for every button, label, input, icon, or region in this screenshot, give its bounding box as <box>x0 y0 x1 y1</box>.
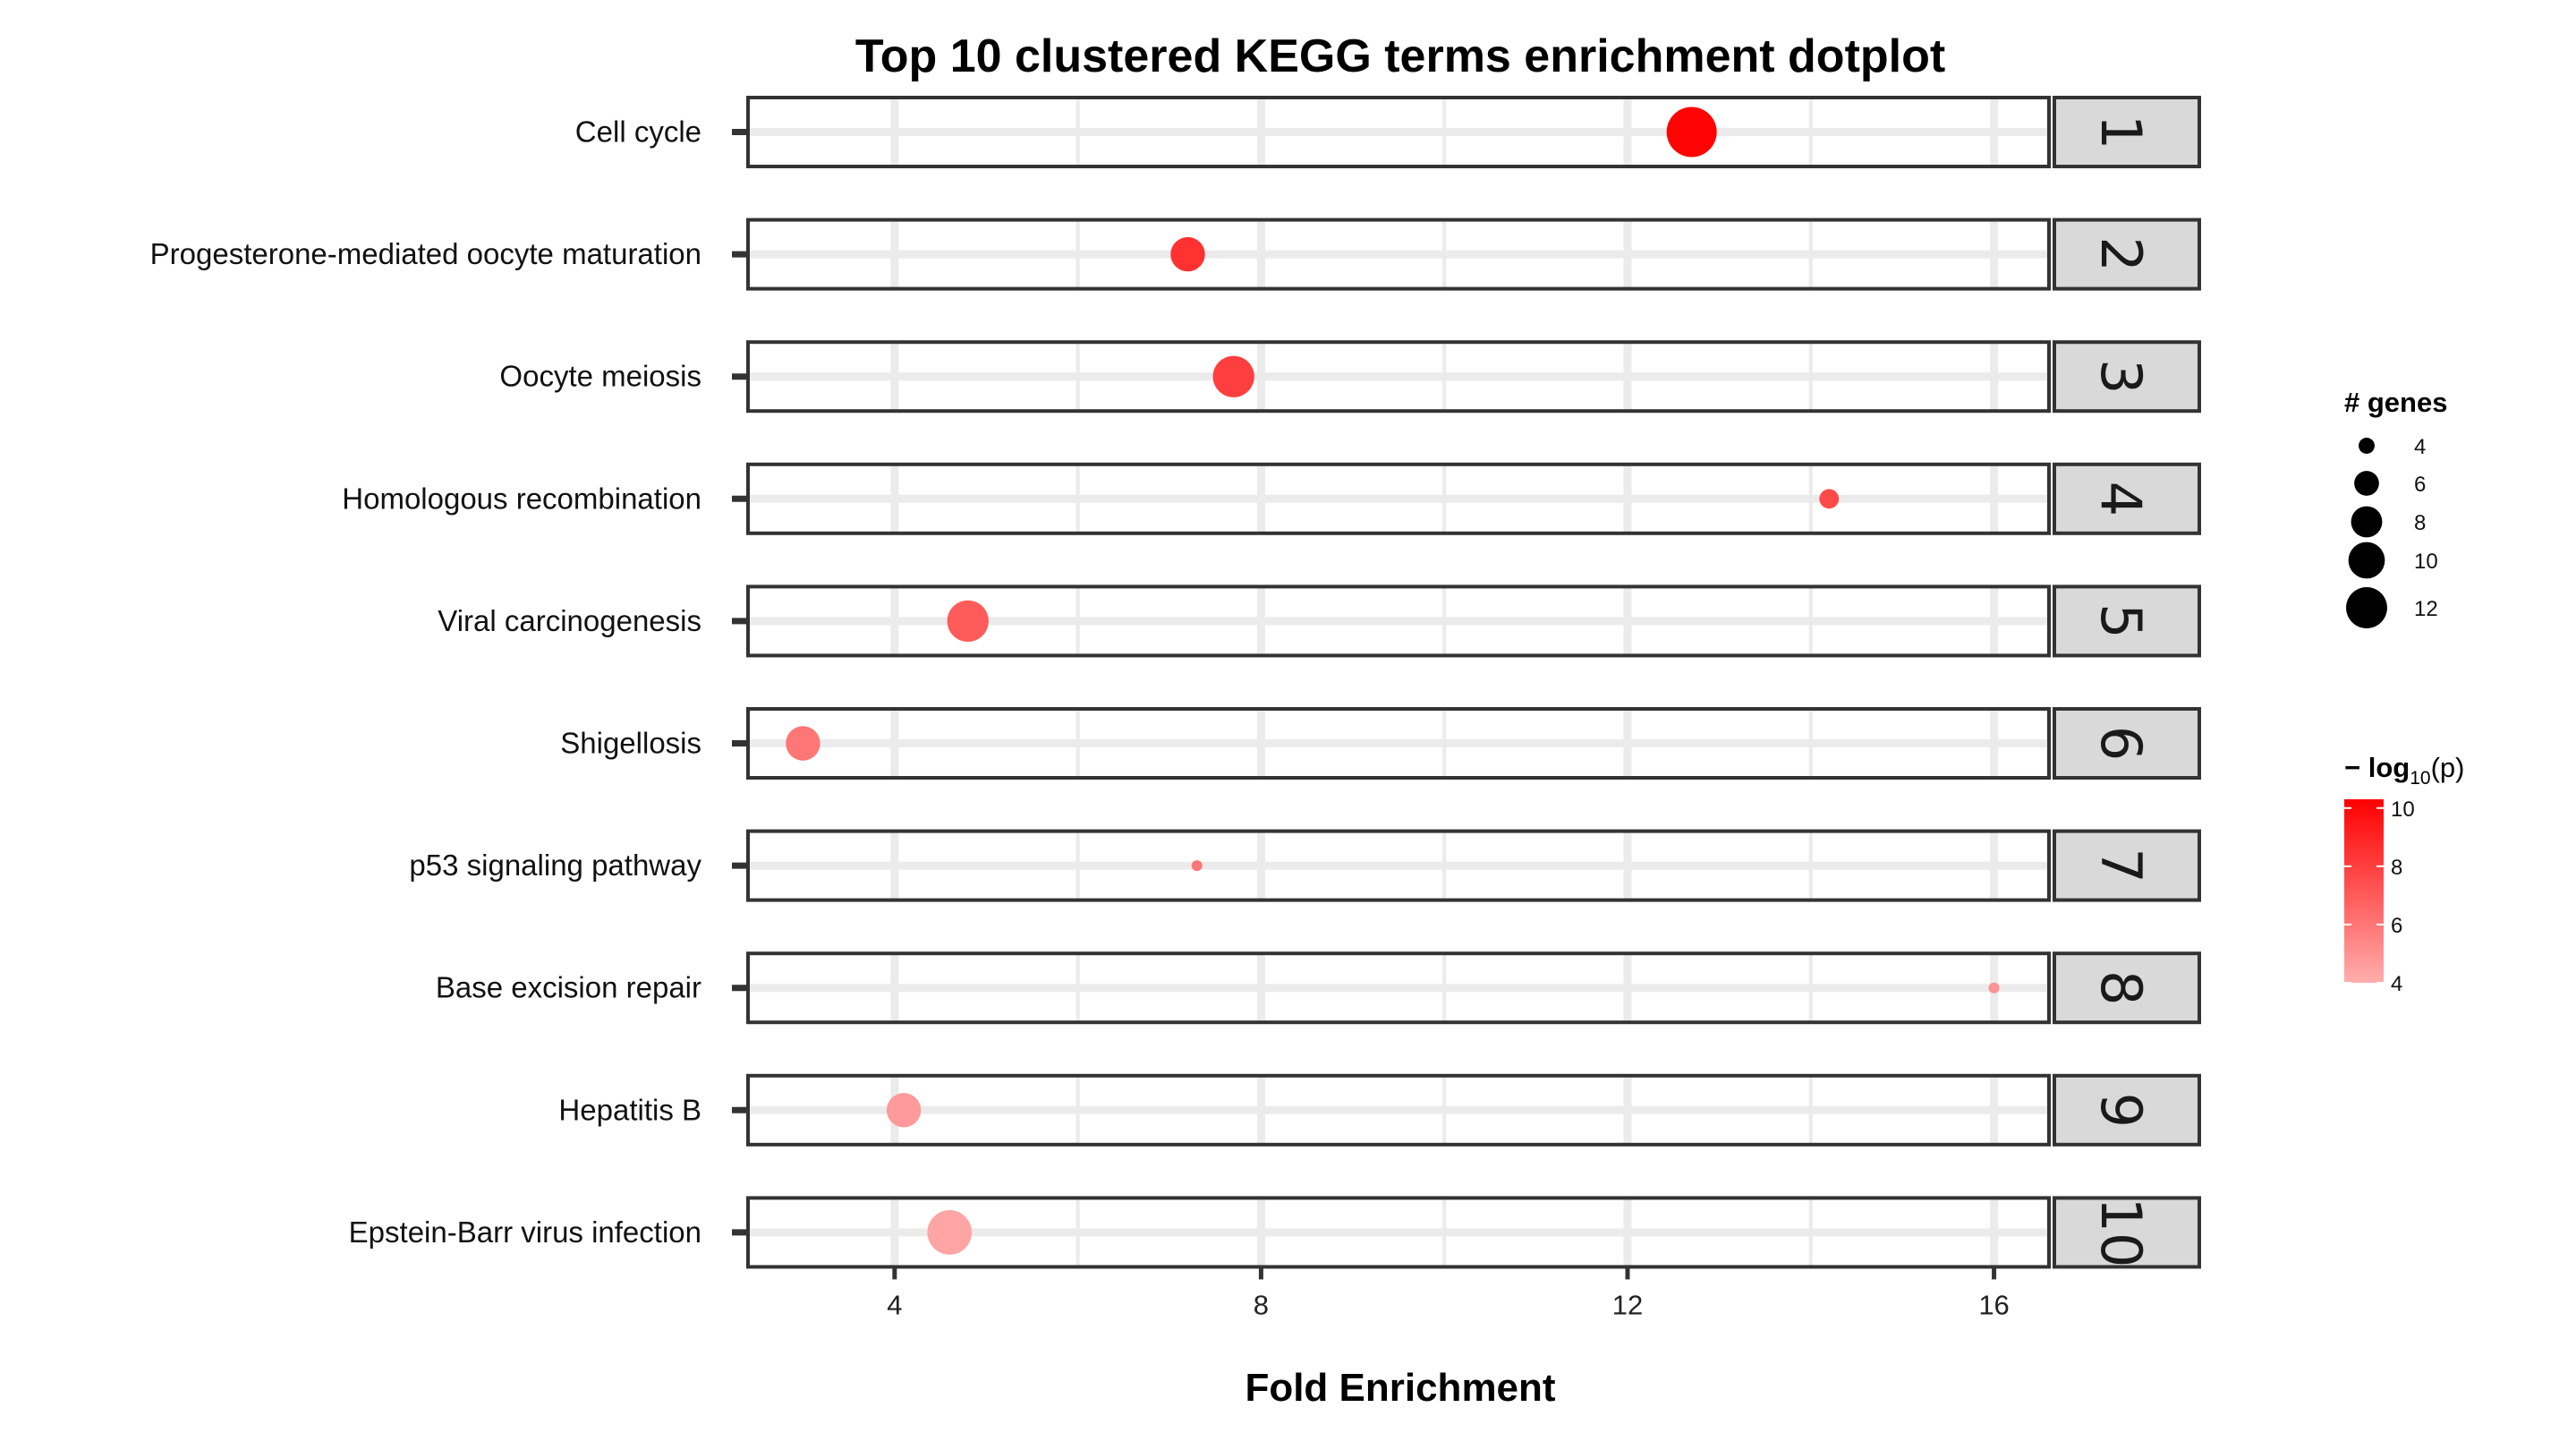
color-legend-title-subscript: 10 <box>2410 768 2430 789</box>
facet-strip <box>2053 707 2201 780</box>
color-legend-label: 6 <box>2391 914 2402 938</box>
facet-strip <box>2053 1073 2201 1147</box>
facet-strip-label: 4 <box>2088 482 2154 516</box>
facet-panel: Homologous recombination 4 <box>342 462 2201 535</box>
panel-border <box>746 340 2051 414</box>
panel-border <box>746 584 2051 658</box>
y-tick-label: Epstein-Barr virus infection <box>349 1215 701 1249</box>
facet-panel: Progesterone-mediated oocyte maturation 2 <box>150 218 2201 291</box>
x-tick-label: 8 <box>1254 1289 1269 1320</box>
data-point <box>886 1093 922 1128</box>
panel-border <box>746 1196 2051 1269</box>
size-legend-key <box>2348 542 2385 579</box>
size-legend-key <box>2354 471 2379 496</box>
facet-panel: Hepatitis B 9 <box>558 1073 2201 1147</box>
size-legend-label: 8 <box>2414 511 2426 535</box>
color-legend-title-suffix: (p) <box>2431 752 2465 783</box>
y-tick-label: Hepatitis B <box>558 1093 701 1126</box>
facet-strip-label: 8 <box>2088 970 2154 1005</box>
color-legend-label: 10 <box>2391 798 2415 822</box>
facet-panel: p53 signaling pathway 7 <box>409 829 2201 902</box>
y-tick-label: Oocyte meiosis <box>499 360 701 393</box>
y-tick-label: Cell cycle <box>575 115 701 149</box>
facet-strip <box>2053 96 2201 168</box>
size-legend-label: 10 <box>2414 550 2438 574</box>
facet-strip-label: 2 <box>2088 236 2154 271</box>
facet-strip <box>2053 340 2201 414</box>
facet-strip <box>2053 829 2201 902</box>
facet-panel: Cell cycle 1 <box>575 96 2201 168</box>
facet-strip-label: 3 <box>2088 359 2154 394</box>
x-axis: 4 8 12 16 <box>887 1267 2010 1320</box>
y-tick-label: Progesterone-mediated oocyte maturation <box>150 237 701 270</box>
facet-strip-label: 5 <box>2088 603 2154 638</box>
x-tick-label: 16 <box>1978 1289 2009 1320</box>
y-tick-label: Homologous recombination <box>342 482 701 515</box>
facet-panel: Oocyte meiosis 3 <box>499 340 2201 414</box>
data-point <box>1988 982 2000 994</box>
panel-border <box>746 218 2051 291</box>
facet-strip-label: 1 <box>2088 115 2154 149</box>
data-point <box>927 1210 973 1255</box>
panel-border <box>746 829 2051 902</box>
color-legend-label: 8 <box>2391 856 2402 880</box>
size-legend-label: 12 <box>2414 597 2438 621</box>
data-point <box>1666 107 1717 158</box>
size-legend-label: 6 <box>2414 473 2426 497</box>
y-tick-label: Base excision repair <box>436 971 701 1004</box>
x-tick-label: 4 <box>887 1289 902 1320</box>
data-point <box>947 600 989 643</box>
size-legend-title: # genes <box>2344 387 2447 418</box>
data-point <box>786 726 820 761</box>
facet-panels: Cell cycle 1 Progesterone-mediated oocyte … <box>150 96 2201 1269</box>
chart-title: Top 10 clustered KEGG terms enrichment d… <box>855 30 1945 82</box>
facet-panel: Shigellosis 6 <box>560 707 2201 780</box>
facet-strip <box>2053 1196 2201 1269</box>
x-axis-label: Fold Enrichment <box>1245 1366 1555 1410</box>
color-legend-label: 4 <box>2391 972 2402 996</box>
data-point <box>1170 236 1205 272</box>
y-tick-label: Shigellosis <box>560 727 701 760</box>
color-legend-title: − log10(p) <box>2344 752 2464 789</box>
size-legend-key <box>2359 438 2375 454</box>
facet-strip-label: 9 <box>2088 1093 2154 1128</box>
size-legend: # genes 4 6 8 10 12 <box>2344 387 2447 628</box>
panel-border <box>746 1073 2051 1147</box>
facet-strip-label: 6 <box>2088 726 2154 761</box>
size-legend-key <box>2346 587 2387 628</box>
facet-strip <box>2053 584 2201 658</box>
panel-border <box>746 462 2051 535</box>
facet-strip-label: 7 <box>2088 848 2154 883</box>
facet-panel: Base excision repair 8 <box>436 951 2201 1025</box>
panel-border <box>746 96 2051 168</box>
facet-strip <box>2053 218 2201 291</box>
size-legend-key <box>2351 506 2383 538</box>
facet-panel: Epstein-Barr virus infection 10 <box>349 1196 2201 1269</box>
color-legend-title-prefix: − log <box>2344 752 2410 783</box>
size-legend-label: 4 <box>2414 435 2426 459</box>
panel-border <box>746 951 2051 1025</box>
y-tick-label: Viral carcinogenesis <box>438 604 701 637</box>
facet-strip-label: 10 <box>2088 1197 2154 1267</box>
facet-strip <box>2053 462 2201 535</box>
facet-panel: Viral carcinogenesis 5 <box>438 584 2201 658</box>
data-point <box>1191 860 1203 872</box>
color-legend-bar <box>2344 799 2384 983</box>
data-point <box>1819 489 1840 509</box>
x-tick-label: 12 <box>1612 1289 1643 1320</box>
y-tick-label: p53 signaling pathway <box>409 849 701 882</box>
facet-strip <box>2053 951 2201 1025</box>
data-point <box>1212 355 1254 397</box>
panel-border <box>746 707 2051 780</box>
